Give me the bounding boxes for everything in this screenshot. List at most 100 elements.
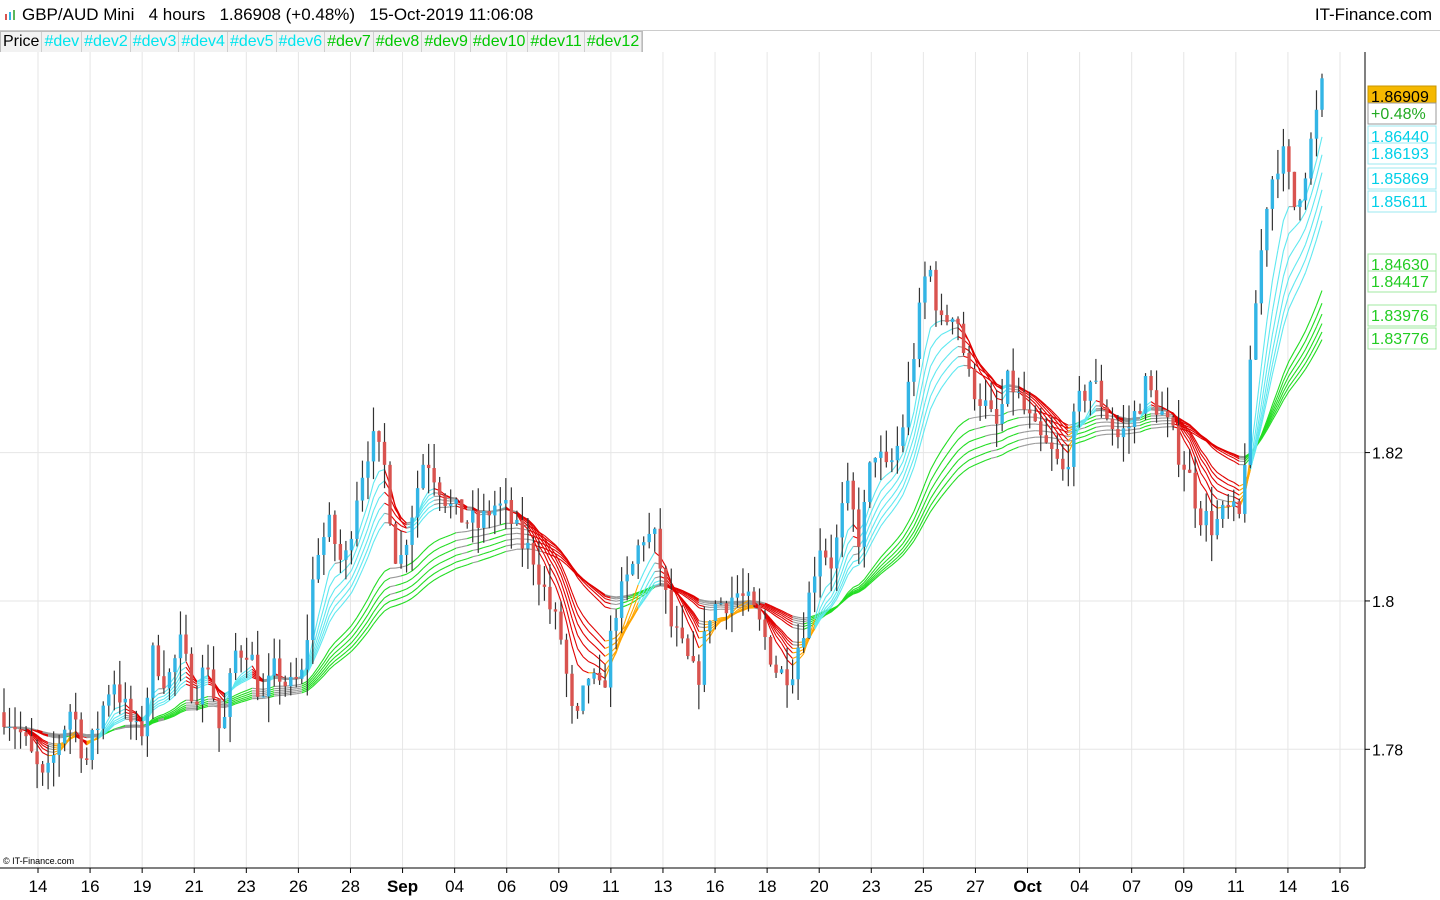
fast-band-line (1222, 492, 1229, 497)
slow-band-line (924, 498, 931, 511)
slow-band-line (174, 702, 181, 709)
fast-band-line (328, 598, 336, 609)
candle-body (349, 538, 354, 551)
fast-band-line (1266, 280, 1273, 322)
slow-band-line (764, 605, 771, 610)
slow-band-line (610, 596, 617, 599)
fast-band-line (312, 635, 319, 654)
candle-body (1022, 391, 1026, 410)
fast-band-line (47, 741, 54, 745)
slow-band-line (781, 614, 788, 620)
slow-band-line (692, 598, 700, 604)
fast-band-line (929, 356, 937, 367)
fast-band-line (1056, 422, 1064, 430)
slow-band-line (1139, 419, 1146, 424)
slow-band-line (1079, 435, 1086, 439)
slow-band-line (367, 623, 374, 633)
legend-item-dev9[interactable]: #dev9 (422, 32, 471, 52)
slow-band-line (433, 547, 440, 552)
slow-band-line (1266, 414, 1273, 427)
fast-band-line (896, 487, 904, 497)
slow-band-line (505, 549, 512, 553)
candle-body (1193, 472, 1197, 509)
legend-item-dev6[interactable]: #dev6 (277, 32, 326, 52)
fast-band-line (1315, 154, 1323, 177)
legend-item-dev3[interactable]: #dev3 (131, 32, 180, 52)
slow-band-line (48, 734, 54, 737)
slow-band-line (367, 611, 374, 622)
slow-band-line (202, 702, 209, 706)
legend-item-dev12[interactable]: #dev12 (585, 32, 643, 52)
legend-item-dev11[interactable]: #dev11 (528, 32, 585, 52)
slow-band-line (42, 731, 49, 734)
fast-band-line (698, 620, 705, 623)
slow-band-line (1315, 331, 1323, 344)
fast-band-line (328, 612, 336, 623)
fast-band-line (158, 692, 165, 695)
fast-band-line (1062, 422, 1069, 429)
fast-band-line (1266, 351, 1273, 384)
fast-band-line (1255, 366, 1262, 413)
candlesticks (2, 73, 1324, 790)
slow-band-line (874, 573, 882, 580)
slow-band-line (461, 538, 468, 541)
legend-item-dev8[interactable]: #dev8 (374, 32, 423, 52)
legend-item-dev4[interactable]: #dev4 (179, 32, 228, 52)
slow-band-line (42, 733, 49, 737)
legend-item-dev2[interactable]: #dev2 (82, 32, 131, 52)
slow-band-line (1079, 431, 1086, 434)
slow-band-line (1012, 446, 1019, 450)
slow-band-line (323, 649, 330, 659)
fast-band-line (1045, 405, 1053, 412)
slow-band-line (1029, 442, 1036, 445)
legend-item-dev5[interactable]: #dev5 (228, 32, 277, 52)
slow-band-line (301, 680, 308, 685)
fast-band-line (935, 375, 942, 386)
fast-band-line (952, 366, 959, 374)
fast-band-line (532, 539, 540, 553)
legend-item-price[interactable]: Price (1, 32, 43, 52)
slow-band-line (991, 449, 997, 452)
fast-band-line (853, 559, 859, 563)
fast-band-line (538, 552, 545, 563)
slow-band-line (979, 415, 986, 418)
fast-band-line (467, 506, 473, 509)
slow-band-line (422, 562, 430, 569)
slow-band-line (1266, 408, 1273, 423)
slow-band-line (544, 537, 551, 543)
legend-item-dev10[interactable]: #dev10 (471, 32, 529, 52)
slow-band-line (985, 424, 992, 427)
fast-band-line (69, 735, 76, 740)
fast-band-line (119, 711, 126, 716)
fast-band-line (1034, 406, 1042, 416)
right-badge-label: 1.85611 (1371, 194, 1428, 211)
candle-body (1105, 406, 1109, 419)
slow-band-line (240, 692, 247, 696)
slow-band-line (1029, 436, 1036, 439)
fast-band-line (378, 491, 385, 499)
slow-band-line (461, 551, 468, 555)
fast-band-line (1040, 414, 1047, 424)
candle-body (956, 318, 960, 324)
fast-band-line (317, 631, 325, 647)
legend-item-dev7[interactable]: #dev7 (325, 32, 374, 52)
fast-band-line (1277, 326, 1284, 352)
fast-band-line (235, 674, 242, 682)
fast-band-line (1178, 419, 1185, 427)
slow-band-line (384, 593, 391, 599)
slow-band-line (422, 570, 429, 577)
fast-band-line (593, 636, 600, 643)
slow-band-line (985, 434, 992, 437)
slow-band-line (389, 576, 396, 579)
fast-band-line (946, 338, 953, 345)
slow-band-line (246, 698, 253, 701)
legend-item-dev[interactable]: #dev (42, 32, 83, 52)
slow-band-line (362, 626, 369, 635)
slow-band-line (461, 564, 468, 568)
fast-band-line (637, 596, 645, 607)
fast-band-line (841, 530, 849, 551)
candle-body (51, 755, 56, 763)
slow-band-line (786, 616, 793, 621)
fast-band-line (108, 714, 115, 724)
